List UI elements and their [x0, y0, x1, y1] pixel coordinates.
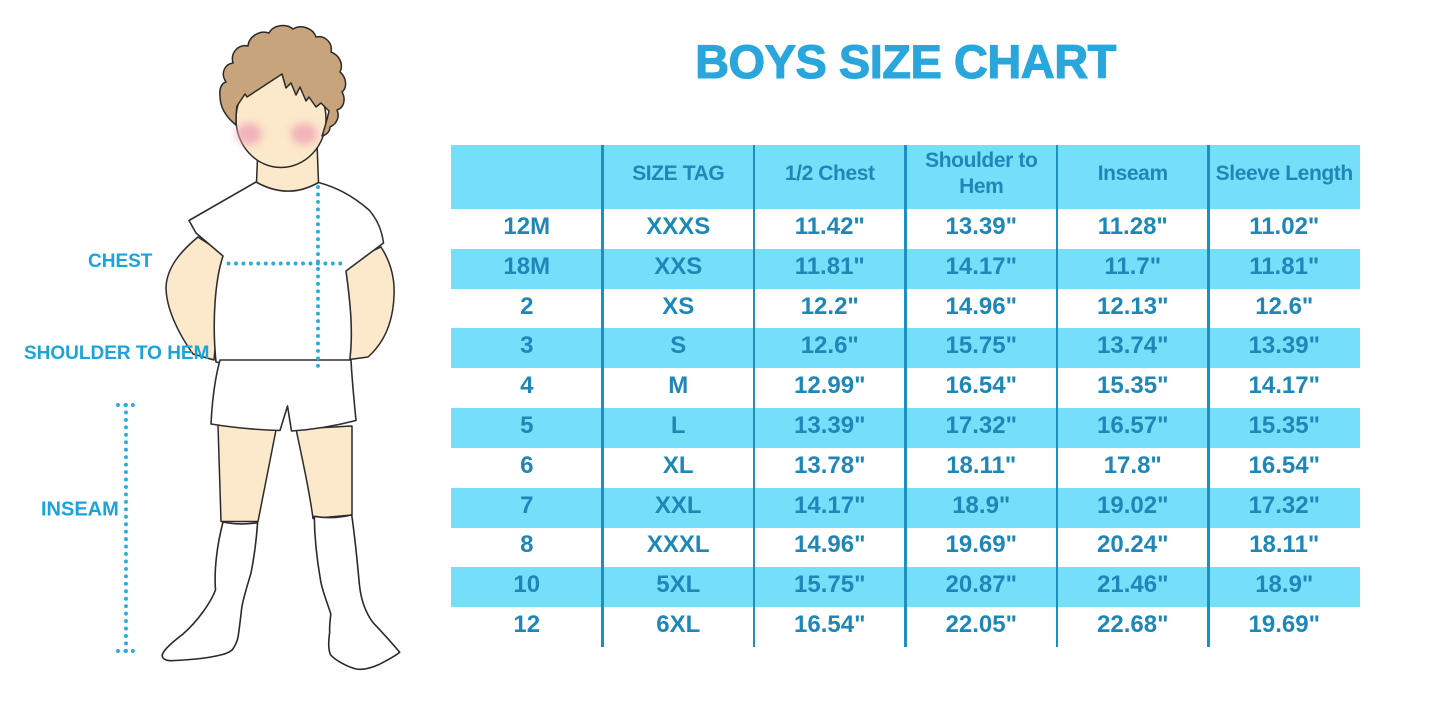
svg-text:SHOULDER TO HEM: SHOULDER TO HEM: [24, 343, 209, 364]
svg-text:INSEAM: INSEAM: [41, 499, 119, 521]
svg-text:CHEST: CHEST: [88, 251, 153, 272]
